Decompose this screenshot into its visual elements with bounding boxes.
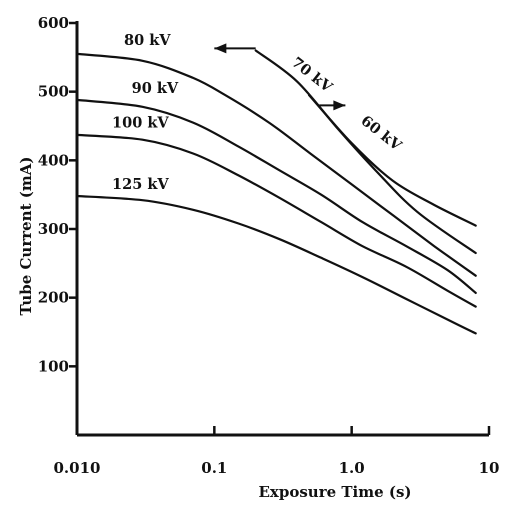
curve-80-kv [75, 52, 477, 277]
x-tick-label: 1.0 [339, 459, 365, 477]
label-125-kv: 125 kV [112, 176, 169, 193]
curve-70-kv [254, 49, 477, 255]
curve-125-kv [75, 194, 477, 335]
label-60-kv: 60 kV [358, 112, 406, 155]
y-tick-label: 400 [38, 151, 69, 169]
label-90-kv: 90 kV [132, 80, 179, 97]
x-tick-label: 10 [479, 459, 500, 477]
y-tick-label: 600 [38, 14, 69, 32]
x-tick-label: 0.010 [54, 459, 101, 477]
x-tick-label: 0.1 [201, 459, 227, 477]
curve-100-kv [75, 133, 477, 308]
y-axis-title: Tube Current (mA) [17, 157, 35, 316]
y-tick-label: 300 [38, 220, 69, 238]
x-axis-title: Exposure Time (s) [258, 483, 411, 501]
label-80-kv: 80 kV [124, 32, 171, 49]
y-tick-label: 100 [38, 357, 69, 375]
label-70-kv: 70 kV [288, 54, 336, 97]
curve-60-kv [308, 94, 477, 227]
arrow-head-1 [214, 43, 227, 54]
curves [75, 49, 477, 335]
arrow-head-2 [333, 100, 346, 111]
ticks: 100 200 300 400 500 600 0.010 0.1 1.0 10 [38, 14, 500, 477]
y-tick-label: 200 [38, 289, 69, 307]
label-100-kv: 100 kV [112, 114, 169, 131]
curve-90-kv [75, 98, 477, 294]
annotations: 80 kV 90 kV 100 kV 125 kV 70 kV 60 kV [112, 32, 405, 193]
y-tick-label: 500 [38, 83, 69, 101]
